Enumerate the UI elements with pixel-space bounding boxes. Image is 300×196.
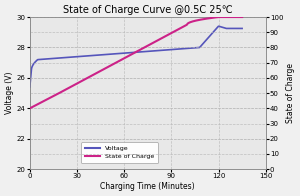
Y-axis label: State of Charge: State of Charge [286, 63, 295, 123]
X-axis label: Charging Time (Minutes): Charging Time (Minutes) [100, 182, 195, 191]
Legend: Voltage, State of Charge: Voltage, State of Charge [81, 142, 158, 163]
Y-axis label: Voltage (V): Voltage (V) [5, 72, 14, 114]
Title: State of Charge Curve @0.5C 25℃: State of Charge Curve @0.5C 25℃ [63, 5, 233, 15]
